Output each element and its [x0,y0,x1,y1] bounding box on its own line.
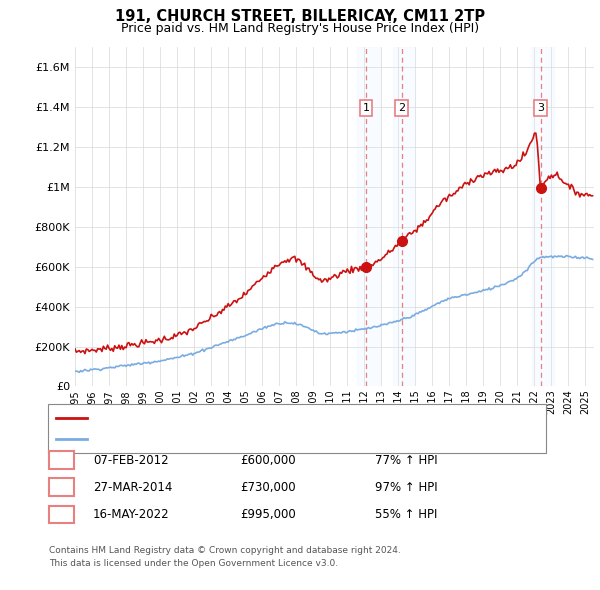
Text: 3: 3 [537,103,544,113]
Text: 07-FEB-2012: 07-FEB-2012 [93,454,169,467]
Text: 2: 2 [58,481,66,494]
Text: HPI: Average price, detached house, Basildon: HPI: Average price, detached house, Basi… [93,434,347,444]
Text: 3: 3 [58,508,66,521]
Text: 16-MAY-2022: 16-MAY-2022 [93,508,170,521]
Text: 77% ↑ HPI: 77% ↑ HPI [375,454,437,467]
Text: 2: 2 [398,103,405,113]
Text: £730,000: £730,000 [240,481,296,494]
Text: £600,000: £600,000 [240,454,296,467]
Text: £995,000: £995,000 [240,508,296,521]
Text: 97% ↑ HPI: 97% ↑ HPI [375,481,437,494]
Text: This data is licensed under the Open Government Licence v3.0.: This data is licensed under the Open Gov… [49,559,338,568]
Text: Price paid vs. HM Land Registry's House Price Index (HPI): Price paid vs. HM Land Registry's House … [121,22,479,35]
Bar [358,47,380,386]
Text: 55% ↑ HPI: 55% ↑ HPI [375,508,437,521]
Text: 191, CHURCH STREET, BILLERICAY, CM11 2TP (detached house): 191, CHURCH STREET, BILLERICAY, CM11 2TP… [93,412,449,422]
Text: Contains HM Land Registry data © Crown copyright and database right 2024.: Contains HM Land Registry data © Crown c… [49,546,401,555]
Bar [393,47,415,386]
Text: 27-MAR-2014: 27-MAR-2014 [93,481,172,494]
Text: 1: 1 [58,454,66,467]
Text: 1: 1 [362,103,370,113]
Bar [532,47,554,386]
Text: 191, CHURCH STREET, BILLERICAY, CM11 2TP: 191, CHURCH STREET, BILLERICAY, CM11 2TP [115,9,485,24]
